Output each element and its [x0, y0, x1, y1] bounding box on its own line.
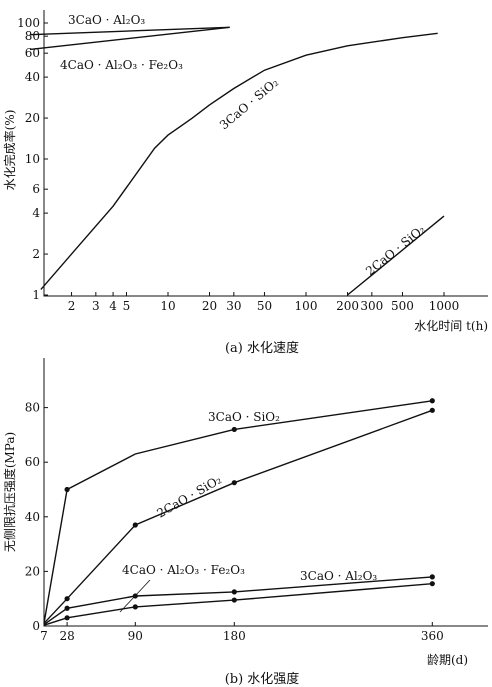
series-line-3cao-al-o [29, 26, 230, 36]
y-tick-label: 4 [32, 206, 40, 220]
y-tick-label: 2 [32, 247, 40, 261]
y-tick-label: 40 [25, 510, 40, 524]
x-tick-label: 1000 [429, 299, 460, 313]
x-tick-label: 5 [123, 299, 131, 313]
axis-frame [43, 10, 488, 297]
y-tick-label: 80 [25, 401, 40, 415]
y-tick-label: 1 [32, 288, 40, 302]
series-label-4cao-al-o-fe-o: 4CaO · Al₂O₃ · Fe₂O₃ [122, 563, 245, 577]
series-label-3cao-sio: 3CaO · SiO₂ [217, 75, 281, 132]
x-tick-label: 100 [295, 299, 318, 313]
series-line-3cao-sio [40, 32, 438, 290]
x-tick-label: 200 [336, 299, 359, 313]
y-tick-label: 60 [25, 455, 40, 469]
series-label-3cao-sio: 3CaO · SiO₂ [208, 410, 280, 424]
axis-frame [43, 358, 488, 627]
data-point-2cao-sio [64, 596, 70, 602]
y-tick-label: 40 [25, 70, 40, 84]
chart-caption: (a) 水化速度 [225, 340, 299, 356]
x-tick-label: 20 [202, 299, 217, 313]
x-tick-label: 2 [68, 299, 76, 313]
data-point-3cao-al-o [132, 604, 138, 610]
x-tick-label: 90 [128, 629, 143, 643]
x-tick-label: 180 [223, 629, 246, 643]
x-tick-label: 360 [421, 629, 444, 643]
data-point-4cao-al-o-fe-o [429, 574, 435, 580]
x-tick-label: 300 [360, 299, 383, 313]
series-label-2cao-sio: 2CaO · SiO₂ [155, 472, 224, 520]
data-point-3cao-al-o [64, 615, 70, 621]
y-axis-label: 水化完成率(%) [2, 110, 17, 191]
data-point-3cao-al-o [429, 581, 435, 587]
data-point-3cao-al-o [231, 597, 237, 603]
x-axis-label: 龄期(d) [427, 653, 468, 667]
x-tick-label: 30 [226, 299, 241, 313]
y-tick-label: 20 [25, 564, 40, 578]
y-tick-label: 10 [25, 152, 40, 166]
hydration-strength-chart: 0 20 40 60 80 7 28 90 180 360 无侧限抗压强度(MPa) 龄期(d) (b)… [2, 358, 488, 687]
x-tick-label: 10 [160, 299, 175, 313]
y-tick-label: 60 [25, 46, 40, 60]
series-label-3cao-al-o: 3CaO · Al₂O₃ [300, 569, 377, 583]
y-tick-label: 80 [25, 29, 40, 43]
x-tick-label: 50 [257, 299, 272, 313]
series-line-3cao-al-o [43, 583, 433, 626]
x-tick-label: 3 [92, 299, 100, 313]
x-axis-label: 水化时间 t(h) [414, 319, 488, 333]
label-leader-line [119, 579, 151, 613]
series-line-4cao-al-o-fe-o [43, 576, 433, 626]
data-point-4cao-al-o-fe-o [64, 605, 70, 611]
y-axis-label: 无侧限抗压强度(MPa) [2, 432, 17, 552]
data-point-3cao-sio [231, 426, 237, 433]
series-label-3cao-al-o: 3CaO · Al₂O₃ [68, 13, 145, 27]
series-line-2cao-sio [347, 215, 445, 296]
y-tick-label: 100 [17, 16, 40, 30]
x-tick-label: 28 [59, 629, 74, 643]
x-tick-label: 500 [391, 299, 414, 313]
data-point-3cao-sio [64, 486, 70, 493]
x-tick-label: 7 [40, 629, 48, 643]
y-tick-label: 20 [25, 111, 40, 125]
data-point-2cao-sio [231, 480, 237, 486]
chart-caption: (b) 水化强度 [225, 671, 300, 687]
data-point-3cao-sio [429, 398, 435, 404]
x-tick-label: 4 [109, 299, 117, 313]
y-tick-label: 6 [32, 182, 40, 196]
series-label-2cao-sio: 2CaO · SiO₂ [363, 222, 428, 278]
data-point-2cao-sio [132, 522, 138, 528]
data-point-2cao-sio [429, 407, 435, 413]
y-tick-label: 0 [32, 619, 40, 633]
series-label-4cao-al-o-fe-o: 4CaO · Al₂O₃ · Fe₂O₃ [60, 58, 183, 72]
series-line-4cao-al-o-fe-o [29, 26, 230, 51]
data-point-4cao-al-o-fe-o [231, 589, 237, 595]
series-line-3cao-sio [43, 400, 433, 624]
